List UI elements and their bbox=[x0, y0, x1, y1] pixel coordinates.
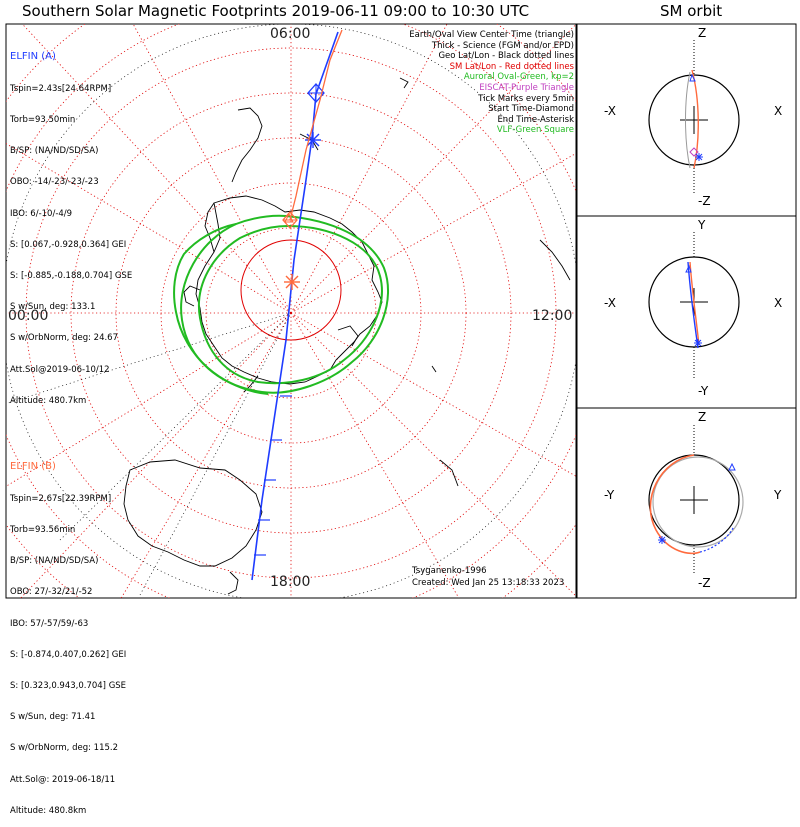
orbit-panel-yz-frame bbox=[576, 407, 797, 599]
panel2-right-axis: X bbox=[774, 296, 783, 310]
elfin-b-line: S w/OrbNorm, deg: 115.2 bbox=[10, 743, 119, 754]
orbit-panel-title: SM orbit bbox=[660, 2, 723, 20]
elfin-a-line: Altitude: 480.7km bbox=[10, 395, 87, 406]
footprint-plot bbox=[5, 23, 797, 599]
end-asterisk bbox=[305, 132, 321, 148]
panel2-left-axis: -X bbox=[604, 296, 616, 310]
sm-grid bbox=[6, 24, 576, 598]
main-title: Southern Solar Magnetic Footprints 2019-… bbox=[22, 2, 530, 20]
view-center-triangle bbox=[284, 212, 294, 223]
hour-label-top: 06:00 bbox=[270, 26, 311, 42]
panel1-left-axis: -X bbox=[604, 104, 616, 118]
legend-entry: End Time-Asterisk bbox=[497, 114, 574, 125]
panel3-top-axis: Z bbox=[698, 410, 707, 424]
sm-pole-ring bbox=[240, 239, 342, 341]
orbit-panel-xy bbox=[648, 232, 740, 380]
legend-entry: Geo Lat/Lon - Black dotted lines bbox=[438, 51, 574, 62]
legend-entry: Auroral Oval-Green, kp=2 bbox=[463, 72, 574, 83]
elfin-b-line: Altitude: 480.8km bbox=[10, 805, 87, 816]
elfin-b-line: S: [-0.874,0.407,0.262] GEI bbox=[10, 649, 127, 660]
elfin-b-name: ELFIN (B) bbox=[10, 460, 56, 472]
start-diamond-b bbox=[282, 211, 298, 229]
elfin-b-line: S: [0.323,0.943,0.704] GSE bbox=[10, 680, 127, 691]
panel1-bottom-axis: -Z bbox=[698, 194, 711, 208]
legend-entry: Thick - Science (FGM and/or EPD) bbox=[431, 40, 574, 51]
panel1-top-axis: Z bbox=[698, 26, 707, 40]
elfin-b-line: IBO: 57/-57/59/-63 bbox=[10, 618, 89, 629]
panel3-bottom-axis: -Z bbox=[698, 576, 711, 590]
elfin-b-line: Att.Sol@: 2019-06-18/11 bbox=[10, 774, 116, 785]
legend: Earth/Oval View Center Time (triangle) T… bbox=[409, 30, 574, 136]
created-timestamp: Created: Wed Jan 25 13:18:33 2023 bbox=[412, 578, 565, 588]
legend-entry: SM Lat/Lon - Red dotted lines bbox=[449, 61, 574, 72]
legend-entry: Tick Marks every 5min bbox=[478, 93, 574, 104]
elfin-a-line: Att.Sol@2019-06-10/12 bbox=[10, 364, 110, 375]
elfin-a-line: Torb=93.50min bbox=[10, 114, 76, 125]
elfin-a-line: S w/Sun, deg: 133.1 bbox=[10, 302, 96, 313]
hour-label-right: 12:00 bbox=[532, 308, 573, 324]
end-asterisk-b bbox=[284, 274, 300, 290]
model-credit: Tsyganenko-1996 bbox=[412, 566, 487, 576]
elfin-a-line: S: [0.067,-0.928,0.364] GEI bbox=[10, 239, 127, 250]
legend-entry: VLF-Green Square bbox=[496, 125, 574, 136]
panel3-right-axis: Y bbox=[774, 488, 782, 502]
legend-entry: EISCAT-Purple Triangle bbox=[479, 82, 574, 93]
trace-elfin-b bbox=[282, 29, 343, 290]
elfin-b-info: ELFIN (B) Tspin=2.67s[22.39RPM] Torb=93.… bbox=[10, 440, 126, 827]
panel3-left-axis: -Y bbox=[604, 488, 615, 502]
elfin-a-line: S: [-0.885,-0.188,0.704] GSE bbox=[10, 270, 133, 281]
orbit-panel-xz bbox=[648, 40, 740, 195]
hour-label-left: 00:00 bbox=[8, 308, 49, 324]
panel2-bottom-axis: -Y bbox=[698, 384, 709, 398]
coastlines bbox=[123, 77, 571, 595]
elfin-a-line: OBO: -14/-23/-23/-23 bbox=[10, 177, 99, 188]
panel2-top-axis: Y bbox=[698, 218, 706, 232]
elfin-a-info: ELFIN (A) Tspin=2.43s[24.64RPM] Torb=93.… bbox=[10, 30, 132, 417]
elfin-b-line: S w/Sun, deg: 71.41 bbox=[10, 712, 96, 723]
orbit-panel-yz bbox=[648, 425, 744, 575]
auroral-oval bbox=[173, 214, 389, 395]
hour-label-bottom: 18:00 bbox=[270, 574, 311, 590]
legend-entry: Earth/Oval View Center Time (triangle) bbox=[409, 30, 574, 40]
elfin-b-line: OBO: 27/-32/21/-52 bbox=[10, 587, 93, 598]
elfin-a-line: B/SP: (NA/ND/SD/SA) bbox=[10, 146, 99, 157]
elfin-a-line: S w/OrbNorm, deg: 24.67 bbox=[10, 333, 119, 344]
elfin-a-name: ELFIN (A) bbox=[10, 50, 56, 62]
panel1-right-axis: X bbox=[774, 104, 783, 118]
trace-elfin-a bbox=[251, 31, 339, 581]
elfin-b-line: Torb=93.56min bbox=[10, 524, 76, 535]
elfin-a-line: Tspin=2.43s[24.64RPM] bbox=[10, 83, 112, 94]
elfin-b-line: Tspin=2.67s[22.39RPM] bbox=[10, 493, 112, 504]
legend-entry: Start Time-Diamond bbox=[488, 104, 574, 115]
elfin-b-line: B/SP: (NA/ND/SD/SA) bbox=[10, 556, 99, 567]
elfin-a-line: IBO: 6/-10/-4/9 bbox=[10, 208, 73, 219]
orbit-panel-xy-frame bbox=[576, 215, 797, 409]
